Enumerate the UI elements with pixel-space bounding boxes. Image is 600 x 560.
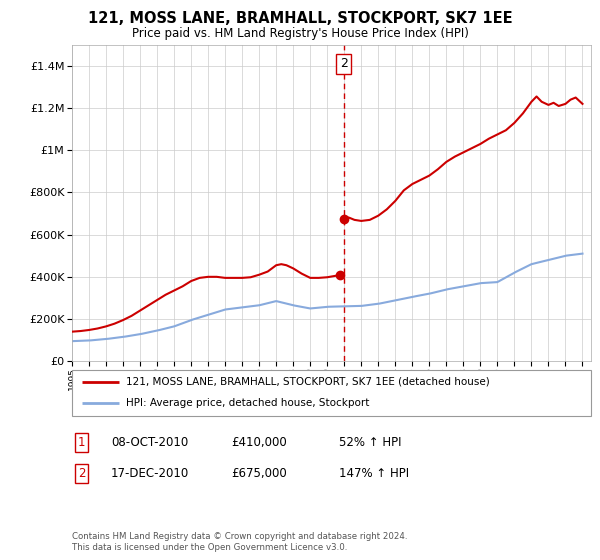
Text: Contains HM Land Registry data © Crown copyright and database right 2024.
This d: Contains HM Land Registry data © Crown c…: [72, 532, 407, 552]
Text: 147% ↑ HPI: 147% ↑ HPI: [339, 466, 409, 480]
Text: 52% ↑ HPI: 52% ↑ HPI: [339, 436, 401, 449]
Text: 1: 1: [78, 436, 86, 449]
Text: 2: 2: [78, 466, 86, 480]
Text: 08-OCT-2010: 08-OCT-2010: [111, 436, 188, 449]
Text: £675,000: £675,000: [231, 466, 287, 480]
Text: 17-DEC-2010: 17-DEC-2010: [111, 466, 189, 480]
Text: 2: 2: [340, 57, 347, 71]
Text: 121, MOSS LANE, BRAMHALL, STOCKPORT, SK7 1EE: 121, MOSS LANE, BRAMHALL, STOCKPORT, SK7…: [88, 11, 512, 26]
Text: Price paid vs. HM Land Registry's House Price Index (HPI): Price paid vs. HM Land Registry's House …: [131, 27, 469, 40]
Text: 121, MOSS LANE, BRAMHALL, STOCKPORT, SK7 1EE (detached house): 121, MOSS LANE, BRAMHALL, STOCKPORT, SK7…: [127, 377, 490, 387]
FancyBboxPatch shape: [72, 370, 591, 416]
Text: HPI: Average price, detached house, Stockport: HPI: Average price, detached house, Stoc…: [127, 398, 370, 408]
Text: £410,000: £410,000: [231, 436, 287, 449]
